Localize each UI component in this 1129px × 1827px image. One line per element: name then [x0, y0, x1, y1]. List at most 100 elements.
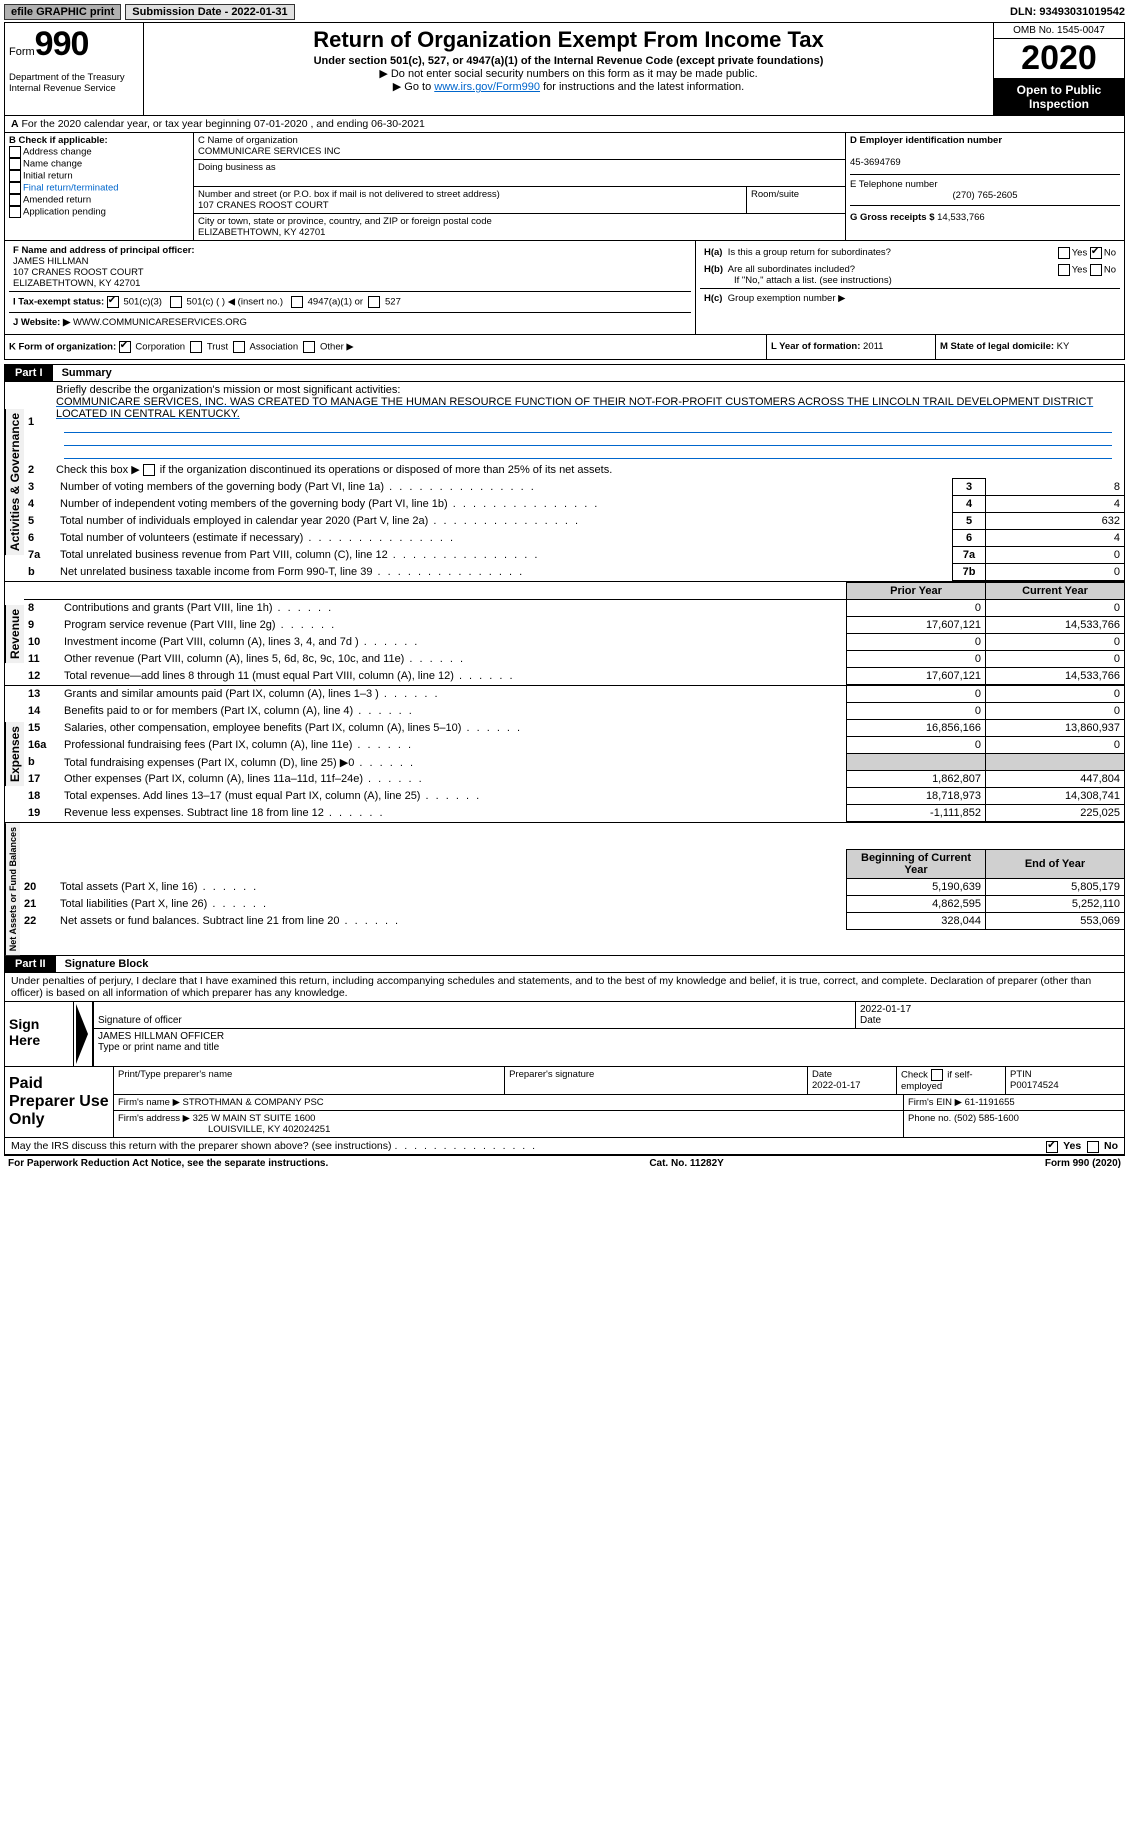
sig-triangle	[74, 1002, 94, 1066]
gov-l2: Check this box ▶ if the organization dis…	[56, 464, 612, 476]
table-row: 16a Professional fundraising fees (Part …	[24, 737, 1124, 754]
part-i-header: Part I Summary	[4, 364, 1125, 382]
check-amended[interactable]	[9, 194, 21, 206]
check-assoc[interactable]	[233, 341, 245, 353]
table-row: 11 Other revenue (Part VIII, column (A),…	[24, 651, 1124, 668]
printed-name-label: Type or print name and title	[98, 1042, 219, 1053]
open-to-inspection: Open to Public Inspection	[994, 79, 1124, 115]
section-f-h: F Name and address of principal officer:…	[4, 241, 1125, 335]
n2: 2	[28, 464, 34, 476]
no1: No	[1104, 248, 1116, 259]
efile-button[interactable]: efile GRAPHIC print	[4, 4, 121, 20]
ha-no[interactable]	[1090, 247, 1102, 259]
firm-addr1: 325 W MAIN ST SUITE 1600	[193, 1113, 316, 1124]
irs-link[interactable]: www.irs.gov/Form990	[434, 81, 540, 93]
blank-line-3	[64, 446, 1112, 459]
check-527[interactable]	[368, 296, 380, 308]
lbl-final-return: Final return/terminated	[23, 183, 119, 194]
part1-num: Part I	[5, 365, 53, 381]
domicile-label: M State of legal domicile:	[940, 341, 1054, 352]
omb-number: OMB No. 1545-0047	[994, 23, 1124, 39]
gross-value: 14,533,766	[937, 212, 985, 223]
check-name-change[interactable]	[9, 158, 21, 170]
firm-name: STROTHMAN & COMPANY PSC	[183, 1097, 324, 1108]
declaration-text: Under penalties of perjury, I declare th…	[4, 973, 1125, 1002]
lbl-corp: Corporation	[135, 342, 185, 353]
prep-check-pre: Check	[901, 1070, 928, 1081]
officer-printed-name: JAMES HILLMAN OFFICER	[98, 1031, 224, 1042]
hdr-end: End of Year	[1025, 858, 1085, 870]
lbl-trust: Trust	[207, 342, 228, 353]
check-app-pending[interactable]	[9, 206, 21, 218]
ha-yes[interactable]	[1058, 247, 1070, 259]
gov-row: b Net unrelated business taxable income …	[24, 564, 1124, 581]
hdr-current: Current Year	[1022, 585, 1088, 597]
rev-section: Revenue Prior Year Current Year 8 Contri…	[4, 582, 1125, 686]
may-irs-no[interactable]	[1087, 1141, 1099, 1153]
note2-post: for instructions and the latest informat…	[540, 81, 744, 93]
check-final-return[interactable]	[9, 182, 21, 194]
may-irs-text: May the IRS discuss this return with the…	[11, 1140, 392, 1152]
form-title: Return of Organization Exempt From Incom…	[150, 27, 987, 53]
hb-no[interactable]	[1090, 264, 1102, 276]
check-501c3[interactable]	[107, 296, 119, 308]
tax-year: 2020	[994, 39, 1124, 79]
firm-name-label: Firm's name ▶	[118, 1097, 180, 1108]
footer-right: Form 990 (2020)	[1045, 1158, 1121, 1169]
lbl-amended: Amended return	[23, 195, 91, 206]
hb-note: If "No," attach a list. (see instruction…	[704, 275, 1116, 286]
check-address-change[interactable]	[9, 146, 21, 158]
form-org-label: K Form of organization:	[9, 342, 116, 353]
footer-left: For Paperwork Reduction Act Notice, see …	[8, 1158, 328, 1169]
table-row: 12 Total revenue—add lines 8 through 11 …	[24, 668, 1124, 685]
org-address: 107 CRANES ROOST COURT	[198, 200, 742, 211]
gov-row: 6 Total number of volunteers (estimate i…	[24, 530, 1124, 547]
phone-label: E Telephone number	[850, 179, 938, 190]
check-501c[interactable]	[170, 296, 182, 308]
table-row: 20 Total assets (Part X, line 16) 5,190,…	[20, 879, 1124, 896]
n1: 1	[28, 416, 34, 428]
officer-name: JAMES HILLMAN	[13, 256, 89, 267]
lbl-name-change: Name change	[23, 159, 82, 170]
paid-preparer-block: Paid Preparer Use Only Print/Type prepar…	[4, 1067, 1125, 1138]
org-city: ELIZABETHTOWN, KY 42701	[198, 227, 841, 238]
hc-label: Group exemption number ▶	[728, 293, 846, 304]
box-d-e-g: D Employer identification number 45-3694…	[846, 133, 1124, 240]
triangle-icon	[74, 1002, 90, 1066]
check-self-employed[interactable]	[931, 1069, 943, 1081]
lbl-assoc: Association	[250, 342, 299, 353]
check-4947[interactable]	[291, 296, 303, 308]
yes1: Yes	[1072, 248, 1088, 259]
prep-sig-hdr: Preparer's signature	[505, 1067, 808, 1094]
submission-date-button[interactable]: Submission Date - 2022-01-31	[125, 4, 294, 20]
line-a-text: For the 2020 calendar year, or tax year …	[22, 118, 425, 130]
side-net: Net Assets or Fund Balances	[5, 823, 20, 955]
note2-pre: ▶ Go to	[393, 81, 434, 93]
form-header: Form990 Department of the Treasury Inter…	[4, 22, 1125, 116]
check-initial-return[interactable]	[9, 170, 21, 182]
check-trust[interactable]	[190, 341, 202, 353]
table-row: 8 Contributions and grants (Part VIII, l…	[24, 600, 1124, 617]
footer-mid: Cat. No. 11282Y	[649, 1158, 723, 1169]
year-formation: 2011	[863, 341, 883, 352]
check-other[interactable]	[303, 341, 315, 353]
hb-yes[interactable]	[1058, 264, 1070, 276]
side-revenue: Revenue	[5, 605, 24, 663]
lbl-address-change: Address change	[23, 147, 92, 158]
side-governance: Activities & Governance	[5, 409, 24, 555]
box-c-name-label: C Name of organization	[198, 135, 841, 146]
may-irs-yes[interactable]	[1046, 1141, 1058, 1153]
gov-row: 7a Total unrelated business revenue from…	[24, 547, 1124, 564]
check-discontinued[interactable]	[143, 464, 155, 476]
yes3: Yes	[1063, 1140, 1081, 1152]
officer-addr1: 107 CRANES ROOST COURT	[13, 267, 144, 278]
website-value: WWW.COMMUNICARESERVICES.ORG	[73, 317, 247, 328]
check-corp[interactable]	[119, 341, 131, 353]
gross-label: G Gross receipts $	[850, 212, 934, 223]
no3: No	[1104, 1140, 1118, 1152]
prep-date-hdr: Date	[812, 1069, 832, 1080]
part-ii-header: Part II Signature Block	[4, 956, 1125, 973]
net-section: Net Assets or Fund Balances Beginning of…	[4, 823, 1125, 956]
dba-label: Doing business as	[198, 162, 841, 173]
lbl-501c3: 501(c)(3)	[123, 297, 162, 308]
